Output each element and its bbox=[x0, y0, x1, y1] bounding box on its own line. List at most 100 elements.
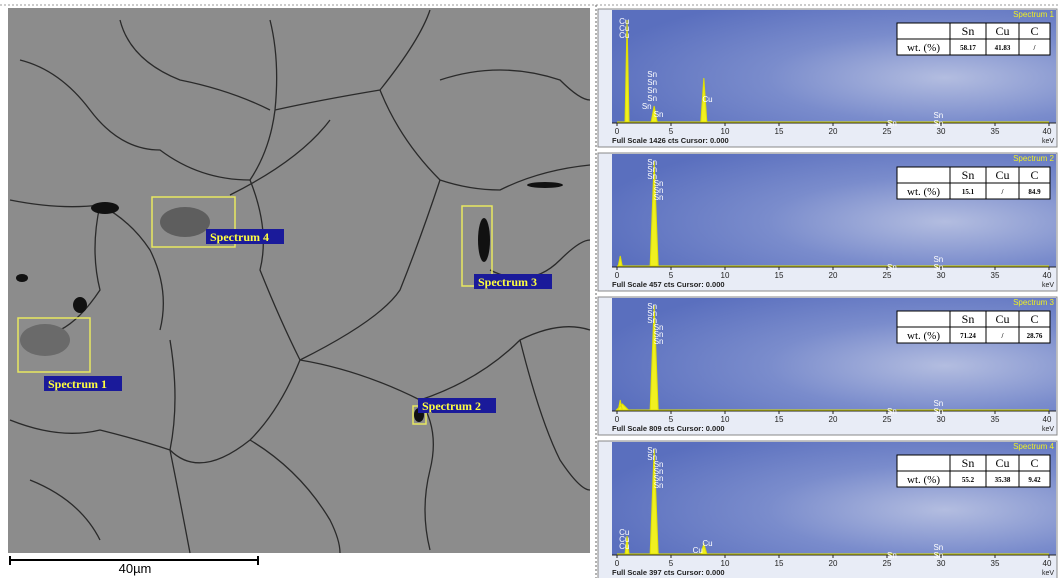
spectrum-title: Spectrum 4 bbox=[1013, 442, 1054, 451]
x-tick-label: 30 bbox=[937, 271, 946, 280]
table-header: Cu bbox=[995, 312, 1009, 326]
table-header: C bbox=[1030, 312, 1038, 326]
peak-label: Cu bbox=[693, 546, 703, 555]
x-tick-label: 15 bbox=[775, 127, 784, 136]
axis-unit: keV bbox=[1042, 282, 1054, 289]
panel-footer: Full Scale 809 cts Cursor: 0.000 bbox=[612, 424, 725, 433]
peak-label: Cu bbox=[702, 95, 712, 104]
axis-unit: keV bbox=[1042, 570, 1054, 577]
table-header: Cu bbox=[995, 24, 1009, 38]
x-tick-label: 40 bbox=[1043, 559, 1052, 568]
x-tick-label: 30 bbox=[937, 559, 946, 568]
x-tick-label: 35 bbox=[991, 559, 1000, 568]
peak-label: Sn bbox=[642, 102, 652, 111]
peak-label: Sn bbox=[654, 481, 664, 490]
spectrum-title: Spectrum 1 bbox=[1013, 10, 1054, 19]
x-tick-label: 5 bbox=[669, 127, 674, 136]
row-label: wt. (%) bbox=[907, 186, 940, 198]
region-label: Spectrum 1 bbox=[48, 377, 107, 391]
table-value: 15.1 bbox=[962, 188, 975, 196]
table-header: C bbox=[1030, 24, 1038, 38]
peak-label: Sn bbox=[933, 263, 943, 272]
spectrum-panel: 0 5 10 15 20 25 30 35 40 keV Full Scale 457 cts Cu… bbox=[598, 153, 1057, 291]
x-tick-label: 0 bbox=[615, 559, 620, 568]
x-tick-label: 10 bbox=[721, 415, 730, 424]
table-header: Cu bbox=[995, 456, 1009, 470]
table-value: 84.9 bbox=[1028, 188, 1041, 196]
spectrum-title: Spectrum 2 bbox=[1013, 154, 1054, 163]
x-tick-label: 5 bbox=[669, 271, 674, 280]
panel-footer: Full Scale 1426 cts Cursor: 0.000 bbox=[612, 136, 729, 145]
row-label: wt. (%) bbox=[907, 42, 940, 54]
x-tick-label: 25 bbox=[883, 127, 892, 136]
x-tick-label: 25 bbox=[883, 415, 892, 424]
panel-footer: Full Scale 457 cts Cursor: 0.000 bbox=[612, 280, 725, 289]
table-header: Sn bbox=[962, 24, 975, 38]
x-tick-label: 20 bbox=[829, 415, 838, 424]
axis-unit: keV bbox=[1042, 138, 1054, 145]
figure: 40µm Spectrum 1 Spectrum 2 Spectrum 3 Spect… bbox=[0, 0, 1059, 578]
inclusion bbox=[20, 324, 70, 356]
sem-image: 40µm Spectrum 1 Spectrum 2 Spectrum 3 Spect… bbox=[8, 8, 590, 576]
peak-label: Cu bbox=[702, 539, 712, 548]
x-tick-label: 10 bbox=[721, 127, 730, 136]
table-value: 71.24 bbox=[960, 332, 976, 340]
x-tick-label: 35 bbox=[991, 271, 1000, 280]
table-value: 55.2 bbox=[962, 476, 975, 484]
peak-label: Sn bbox=[887, 551, 897, 560]
x-tick-label: 10 bbox=[721, 271, 730, 280]
peak-label: Sn bbox=[887, 407, 897, 416]
table-value: 41.83 bbox=[995, 44, 1011, 52]
table-header: C bbox=[1030, 168, 1038, 182]
x-tick-label: 30 bbox=[937, 415, 946, 424]
peak-label: Sn bbox=[933, 551, 943, 560]
x-tick-label: 5 bbox=[669, 559, 674, 568]
peak-label: Sn bbox=[654, 193, 664, 202]
x-tick-label: 40 bbox=[1043, 127, 1052, 136]
table-value: 28.76 bbox=[1027, 332, 1043, 340]
x-tick-label: 5 bbox=[669, 415, 674, 424]
x-tick-label: 0 bbox=[615, 271, 620, 280]
x-tick-label: 20 bbox=[829, 127, 838, 136]
x-tick-label: 10 bbox=[721, 559, 730, 568]
x-tick-label: 0 bbox=[615, 127, 620, 136]
table-value: 9.42 bbox=[1028, 476, 1041, 484]
peak-label: Sn bbox=[887, 119, 897, 128]
x-tick-label: 15 bbox=[775, 415, 784, 424]
table-header: Sn bbox=[962, 168, 975, 182]
region-label: Spectrum 4 bbox=[210, 230, 269, 244]
x-tick-label: 0 bbox=[615, 415, 620, 424]
peak-label: Sn bbox=[933, 119, 943, 128]
table-value: 35.38 bbox=[995, 476, 1011, 484]
spectrum-panel: 0 5 10 15 20 25 30 35 40 keV Full Scale 809 cts Cu… bbox=[598, 297, 1057, 435]
table-header: Sn bbox=[962, 456, 975, 470]
peak-label: Sn bbox=[887, 263, 897, 272]
x-tick-label: 25 bbox=[883, 271, 892, 280]
x-tick-label: 20 bbox=[829, 271, 838, 280]
table-header: Sn bbox=[962, 312, 975, 326]
region-label: Spectrum 2 bbox=[422, 399, 481, 413]
x-tick-label: 40 bbox=[1043, 415, 1052, 424]
inclusion bbox=[160, 207, 210, 237]
spectrum-title: Spectrum 3 bbox=[1013, 298, 1054, 307]
x-tick-label: 15 bbox=[775, 271, 784, 280]
axis-unit: keV bbox=[1042, 426, 1054, 433]
peak-label: Sn bbox=[933, 407, 943, 416]
x-tick-label: 30 bbox=[937, 127, 946, 136]
x-tick-label: 40 bbox=[1043, 271, 1052, 280]
peak-label: Cu bbox=[619, 31, 629, 40]
x-tick-label: 35 bbox=[991, 415, 1000, 424]
row-label: wt. (%) bbox=[907, 474, 940, 486]
table-value: 58.17 bbox=[960, 44, 976, 52]
peak-label: Sn bbox=[654, 110, 664, 119]
panel-footer: Full Scale 397 cts Cursor: 0.000 bbox=[612, 568, 725, 577]
x-tick-label: 35 bbox=[991, 127, 1000, 136]
x-tick-label: 20 bbox=[829, 559, 838, 568]
scale-bar-label: 40µm bbox=[119, 561, 152, 576]
table-header: C bbox=[1030, 456, 1038, 470]
peak-label: Sn bbox=[654, 337, 664, 346]
region-label: Spectrum 3 bbox=[478, 275, 537, 289]
peak-label: Cu bbox=[619, 542, 629, 551]
table-header: Cu bbox=[995, 168, 1009, 182]
